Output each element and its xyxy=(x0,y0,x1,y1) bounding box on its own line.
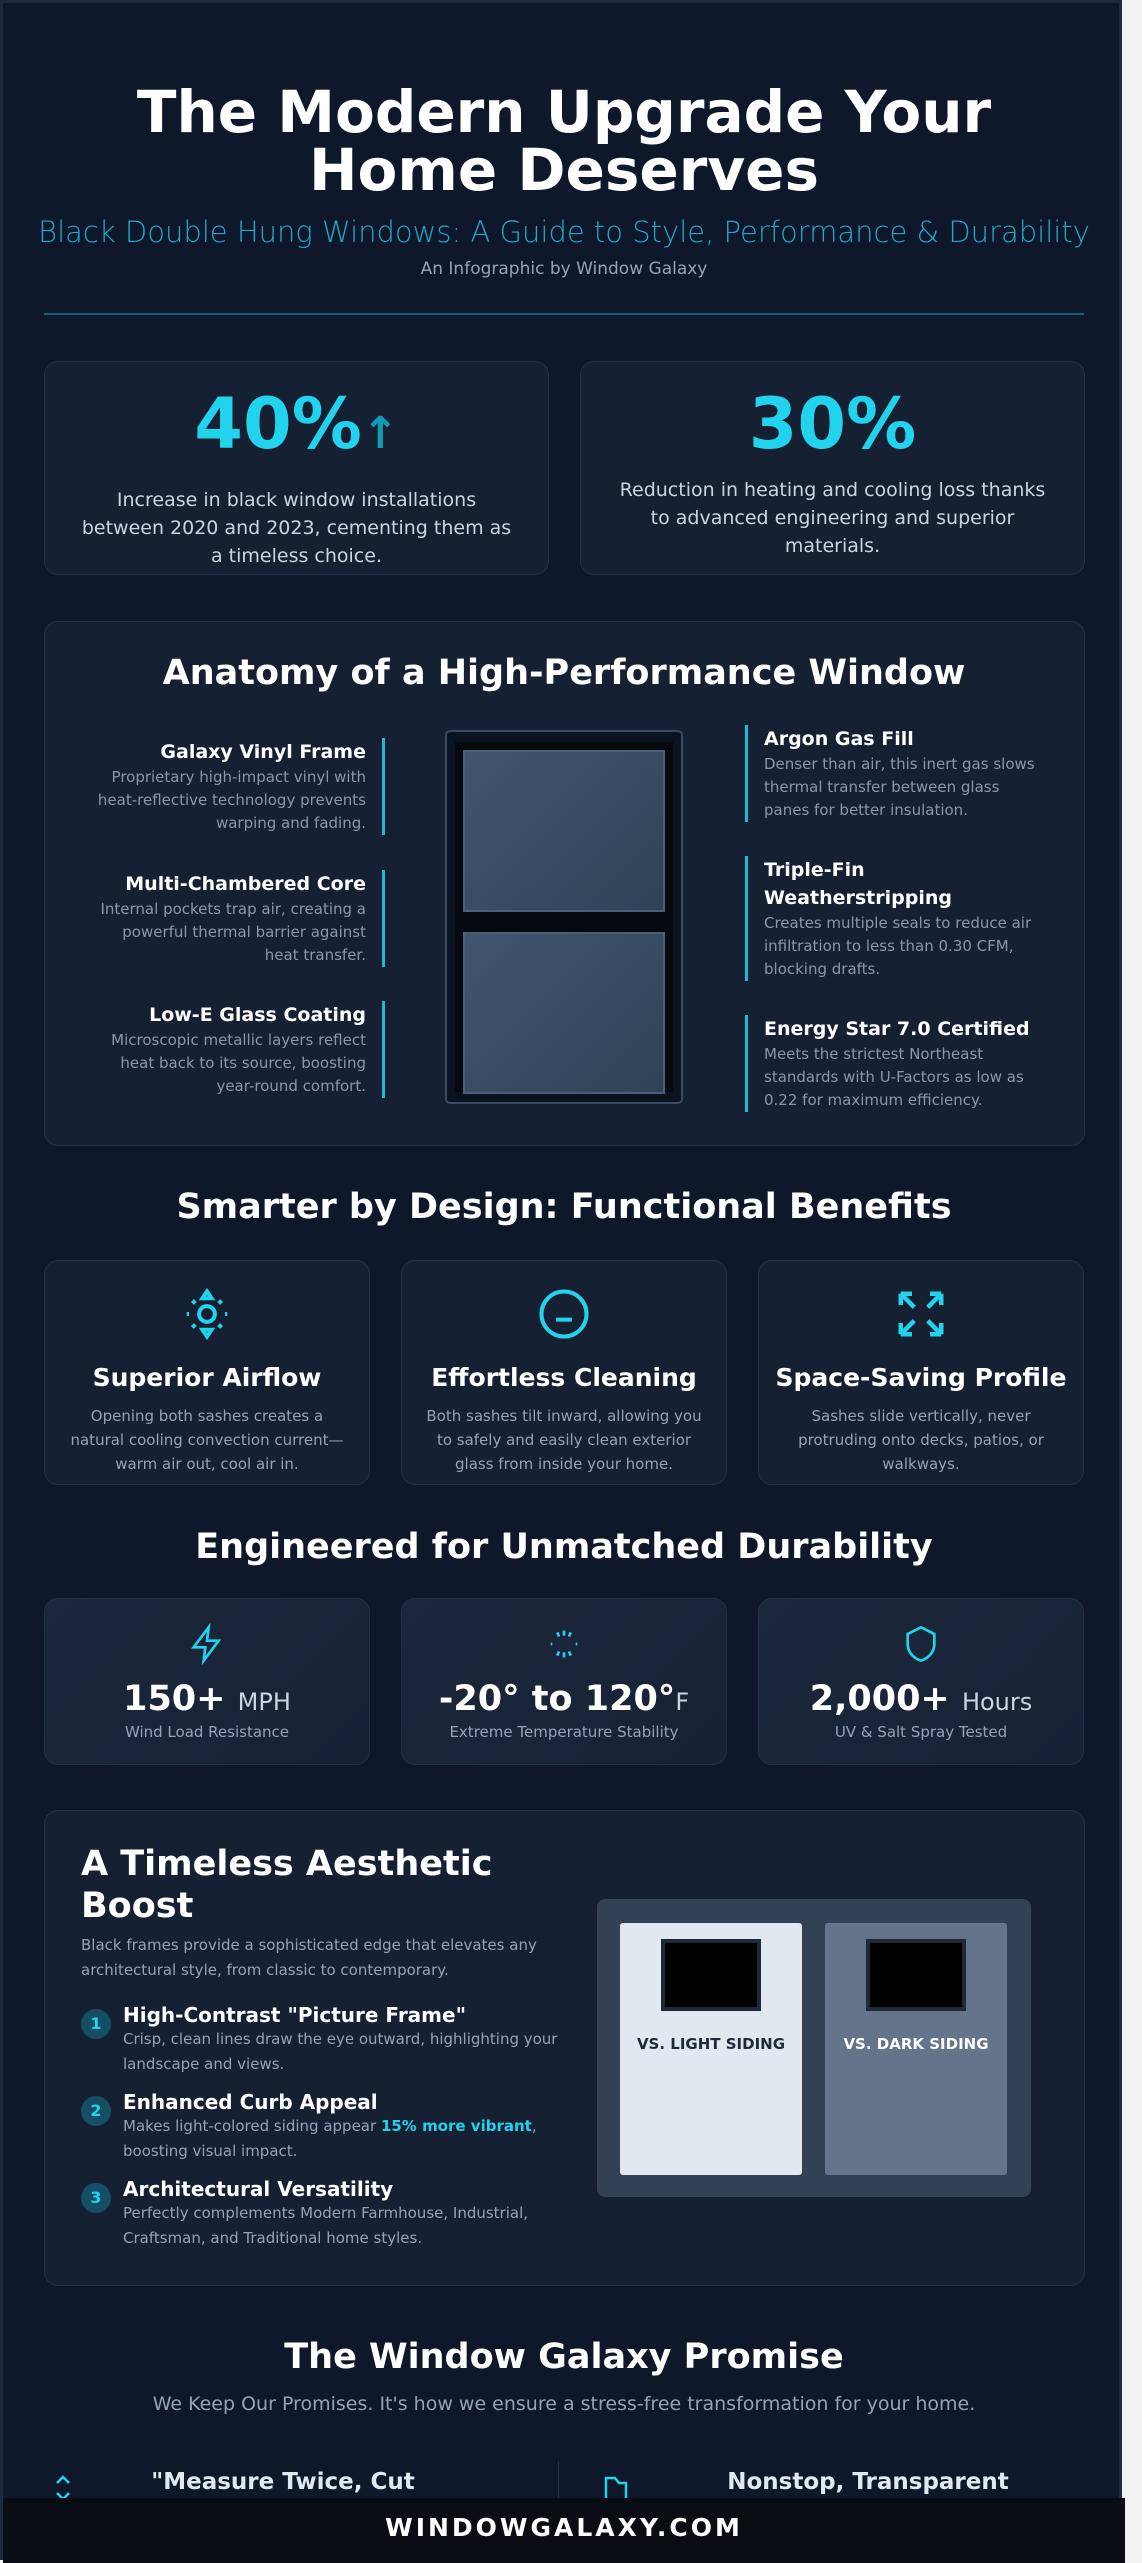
lightning-icon xyxy=(191,1622,222,1666)
shield-icon xyxy=(906,1625,936,1663)
aesthetic-item: 2 Enhanced Curb Appeal Makes light-colored… xyxy=(81,2090,561,2164)
aesthetic-intro: Black frames provide a sophisticated edg… xyxy=(81,1936,537,1979)
stat-card: 40%↑ Increase in black window installati… xyxy=(44,361,549,575)
black-window xyxy=(866,1939,966,2011)
anatomy-item: Multi-Chambered Core Internal pockets tra… xyxy=(85,870,385,967)
byline: An Infographic by Window Galaxy xyxy=(420,259,708,279)
divider xyxy=(44,313,1084,315)
aesthetic-item: 3 Architectural Versatility Perfectly comp… xyxy=(81,2177,561,2251)
black-window xyxy=(661,1939,761,2011)
siding-comparison: VS. LIGHT SIDING VS. DARK SIDING xyxy=(597,1899,1031,2197)
stat-value: 30% xyxy=(748,383,917,465)
stat-card: 30% Reduction in heating and cooling los… xyxy=(580,361,1085,575)
footer-bar[interactable]: WINDOWGALAXY.COM xyxy=(3,2498,1125,2563)
durability-card: 2,000+ Hours UV & Salt Spray Tested xyxy=(758,1598,1084,1765)
anatomy-item: Triple-Fin Weatherstripping Creates multi… xyxy=(745,856,1035,981)
aesthetic-title: A Timeless Aesthetic Boost xyxy=(81,1844,493,1926)
loader-icon xyxy=(550,1630,578,1658)
anatomy-item: Low-E Glass Coating Microscopic metallic … xyxy=(85,1001,385,1098)
benefits-title: Smarter by Design: Functional Benefits xyxy=(176,1187,952,1227)
face-icon xyxy=(539,1289,589,1339)
dark-siding-panel: VS. DARK SIDING xyxy=(825,1923,1007,2175)
durability-card: -20° to 120°F Extreme Temperature Stabil… xyxy=(401,1598,727,1765)
sun-icon xyxy=(186,1287,228,1341)
durability-title: Engineered for Unmatched Durability xyxy=(195,1527,933,1567)
stat-description: Increase in black window installations b… xyxy=(81,489,512,567)
anatomy-title: Anatomy of a High-Performance Window xyxy=(162,653,966,693)
window-diagram xyxy=(445,730,683,1104)
page-subtitle: Black Double Hung Windows: A Guide to St… xyxy=(38,215,1090,249)
light-siding-panel: VS. LIGHT SIDING xyxy=(620,1923,802,2175)
benefit-card: Superior Airflow Opening both sashes crea… xyxy=(44,1260,370,1485)
collapse-arrows-icon xyxy=(898,1291,944,1337)
divider xyxy=(558,2461,559,2501)
anatomy-item: Galaxy Vinyl Frame Proprietary high-impac… xyxy=(85,738,385,835)
promise-title: The Window Galaxy Promise xyxy=(284,2337,844,2377)
arrow-up-icon: ↑ xyxy=(361,408,399,459)
page-title: The Modern Upgrade Your Home Deserves xyxy=(136,78,992,204)
aesthetic-item: 1 High-Contrast "Picture Frame" Crisp, cle… xyxy=(81,2003,561,2077)
stat-value: 40% xyxy=(194,383,362,465)
benefit-card: Space-Saving Profile Sashes slide vertica… xyxy=(758,1260,1084,1485)
highlight-text: 15% more vibrant xyxy=(380,2117,532,2135)
promise-subtitle: We Keep Our Promises. It's how we ensure… xyxy=(152,2393,976,2415)
upper-sash xyxy=(463,750,665,912)
stat-description: Reduction in heating and cooling loss th… xyxy=(619,479,1046,557)
anatomy-item: Energy Star 7.0 Certified Meets the stric… xyxy=(745,1015,1045,1112)
benefit-card: Effortless Cleaning Both sashes tilt inwa… xyxy=(401,1260,727,1485)
durability-card: 150+ MPH Wind Load Resistance xyxy=(44,1598,370,1765)
anatomy-item: Argon Gas Fill Denser than air, this iner… xyxy=(745,725,1045,822)
lower-sash xyxy=(463,932,665,1094)
